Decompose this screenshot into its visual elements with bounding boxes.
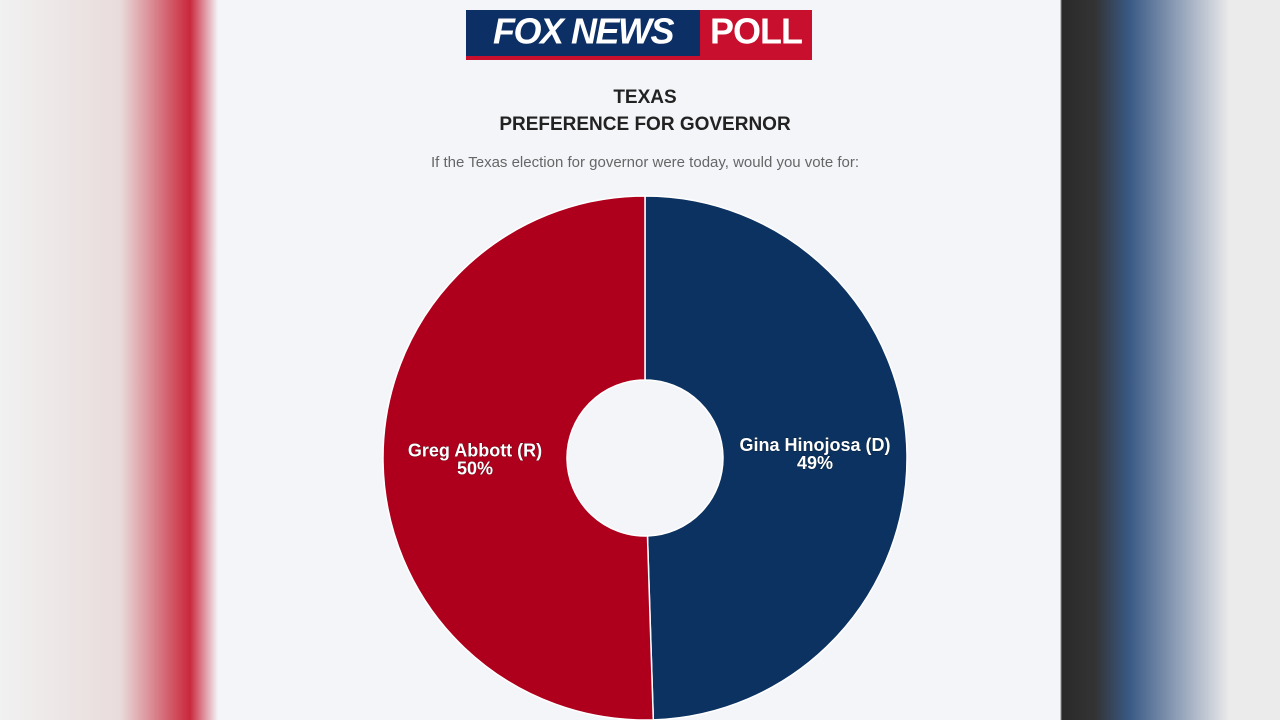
logo-underline bbox=[466, 56, 812, 60]
badge-box bbox=[700, 10, 812, 56]
logo-box bbox=[466, 10, 700, 56]
chart-title: TEXAS bbox=[613, 87, 676, 108]
slice bbox=[644, 195, 908, 720]
slice-label: Gina Hinojosa (D) bbox=[739, 435, 890, 455]
question: If the Texas election for governor were … bbox=[431, 154, 859, 171]
slice-value-label: 49% bbox=[797, 453, 833, 473]
slice-value-label: 50% bbox=[457, 458, 493, 478]
chart-subtitle: PREFERENCE FOR GOVERNOR bbox=[499, 114, 791, 135]
badge-text: POLL bbox=[710, 11, 802, 52]
logo-text: FOX NEWS bbox=[493, 11, 674, 52]
slice-label: Greg Abbott (R) bbox=[408, 440, 542, 460]
slice bbox=[382, 195, 655, 720]
